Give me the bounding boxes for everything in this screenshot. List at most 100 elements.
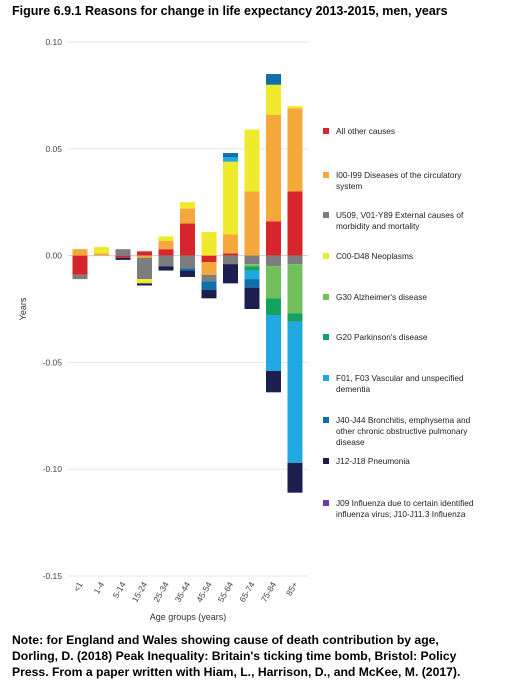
bar-segment — [158, 249, 174, 256]
legend-swatch — [323, 417, 329, 423]
y-tick-label: 0.10 — [45, 37, 62, 47]
legend-label: J12-J18 Pneumonia — [336, 456, 410, 466]
bar-segment — [287, 313, 303, 322]
legend-label: morbidity and mortality — [336, 221, 420, 231]
y-tick-label: 0.00 — [45, 251, 62, 261]
bar-segment — [266, 298, 281, 316]
legend-label: All other causes — [336, 126, 395, 136]
bar-segment — [287, 462, 303, 493]
note-line: Press. From a paper written with Hiam, L… — [12, 665, 461, 679]
bar-segment — [158, 255, 174, 267]
bar-segment — [244, 191, 260, 256]
bar-segment — [180, 223, 195, 256]
bar-segment — [94, 253, 109, 256]
x-tick-label: 35-44 — [173, 580, 193, 604]
y-axis-label: Years — [18, 297, 28, 320]
bar-segment — [72, 249, 88, 256]
legend-swatch — [323, 253, 329, 259]
bar-segment — [180, 268, 195, 271]
bar-segment — [115, 249, 131, 256]
bar-segment — [158, 236, 174, 241]
bar-segment — [244, 255, 260, 265]
bar-segment — [201, 274, 217, 282]
x-tick-label: 25-34 — [151, 580, 171, 604]
legend-label: J09 Influenza due to certain identified — [336, 498, 474, 508]
bar-segment — [287, 321, 303, 463]
x-tick-label: 65-74 — [237, 580, 257, 604]
y-tick-label: -0.15 — [43, 571, 63, 581]
bar-segment — [180, 270, 195, 277]
x-axis-label: Age groups (years) — [150, 612, 227, 622]
bar-segment — [244, 279, 260, 288]
note-line: Dorling, D. (2018) Peak Inequality: Brit… — [12, 649, 457, 663]
bar-segment — [266, 315, 281, 371]
bar-segment — [266, 74, 281, 85]
y-axis-ticks: 0.10 0.05 0.00 -0.05 -0.10 -0.15 — [43, 37, 63, 581]
bars — [72, 74, 303, 493]
x-tick-label: 55-64 — [216, 580, 236, 604]
legend-label: disease — [336, 437, 365, 447]
bar-segment — [244, 129, 260, 192]
x-tick-label: 5-14 — [111, 580, 128, 600]
bar-segment — [115, 257, 131, 260]
legend-swatch — [323, 500, 329, 506]
bar-segment — [266, 84, 281, 115]
bar-segment — [244, 264, 260, 267]
x-tick-label: 85+ — [284, 580, 300, 598]
bar-segment — [287, 106, 303, 109]
bar-segment — [72, 274, 88, 280]
bar-segment — [287, 264, 303, 314]
bar-segment — [244, 270, 260, 280]
bar-segment — [137, 255, 152, 258]
bar-segment — [158, 266, 174, 271]
legend-label: J40-J44 Bronchitis, emphysema and — [336, 415, 471, 425]
legend-swatch — [323, 334, 329, 340]
bar-segment — [223, 253, 238, 256]
bar-segment — [223, 161, 238, 235]
y-tick-label: -0.05 — [43, 357, 63, 367]
legend-label: U509, V01-Y89 External causes of — [336, 210, 464, 220]
bar-segment — [201, 262, 217, 275]
x-tick-label: <1 — [71, 580, 85, 594]
bar-segment — [223, 255, 238, 265]
bar-segment — [201, 232, 217, 256]
bar-segment — [201, 289, 217, 299]
legend-label: system — [336, 181, 362, 191]
legend-swatch — [323, 294, 329, 300]
legend-label: I00-I99 Diseases of the circulatory — [336, 170, 462, 180]
y-tick-label: -0.10 — [43, 464, 63, 474]
bar-segment — [158, 240, 174, 250]
x-axis-ticks: <1 1-4 5-14 15-24 25-34 35-44 45-54 55-64 65-74 7… — [71, 580, 300, 604]
bar-segment — [201, 281, 217, 290]
bar-segment — [266, 221, 281, 256]
bar-segment — [266, 255, 281, 267]
x-tick-label: 1-4 — [91, 580, 106, 596]
bar-segment — [287, 191, 303, 256]
chart-title: Figure 6.9.1 Reasons for change in life … — [12, 4, 448, 18]
legend-swatch — [323, 212, 329, 218]
legend-swatch — [323, 172, 329, 178]
bar-segment — [115, 255, 131, 258]
bar-segment — [137, 257, 152, 280]
source-note: Note: for England and Wales showing caus… — [12, 632, 507, 680]
bar-segment — [266, 114, 281, 222]
bar-segment — [180, 208, 195, 224]
bar-segment — [137, 283, 152, 286]
x-tick-label: 45-54 — [194, 580, 214, 604]
bar-segment — [201, 255, 217, 263]
bar-segment — [180, 255, 195, 269]
bar-segment — [266, 266, 281, 299]
bar-segment — [180, 202, 195, 209]
bar-segment — [244, 287, 260, 309]
bar-segment — [266, 370, 281, 393]
bar-segment — [244, 266, 260, 271]
x-tick-label: 15-24 — [130, 580, 150, 604]
legend-label: G30 Alzheimer's disease — [336, 292, 427, 302]
legend: All other causes I00-I99 Diseases of the … — [323, 126, 474, 519]
bar-segment — [137, 251, 152, 256]
legend-label: influenza virus; J10-J11.3 Influenza — [336, 509, 466, 519]
y-tick-label: 0.05 — [45, 144, 62, 154]
bar-segment — [287, 255, 303, 265]
legend-swatch — [323, 458, 329, 464]
bar-segment — [223, 153, 238, 158]
